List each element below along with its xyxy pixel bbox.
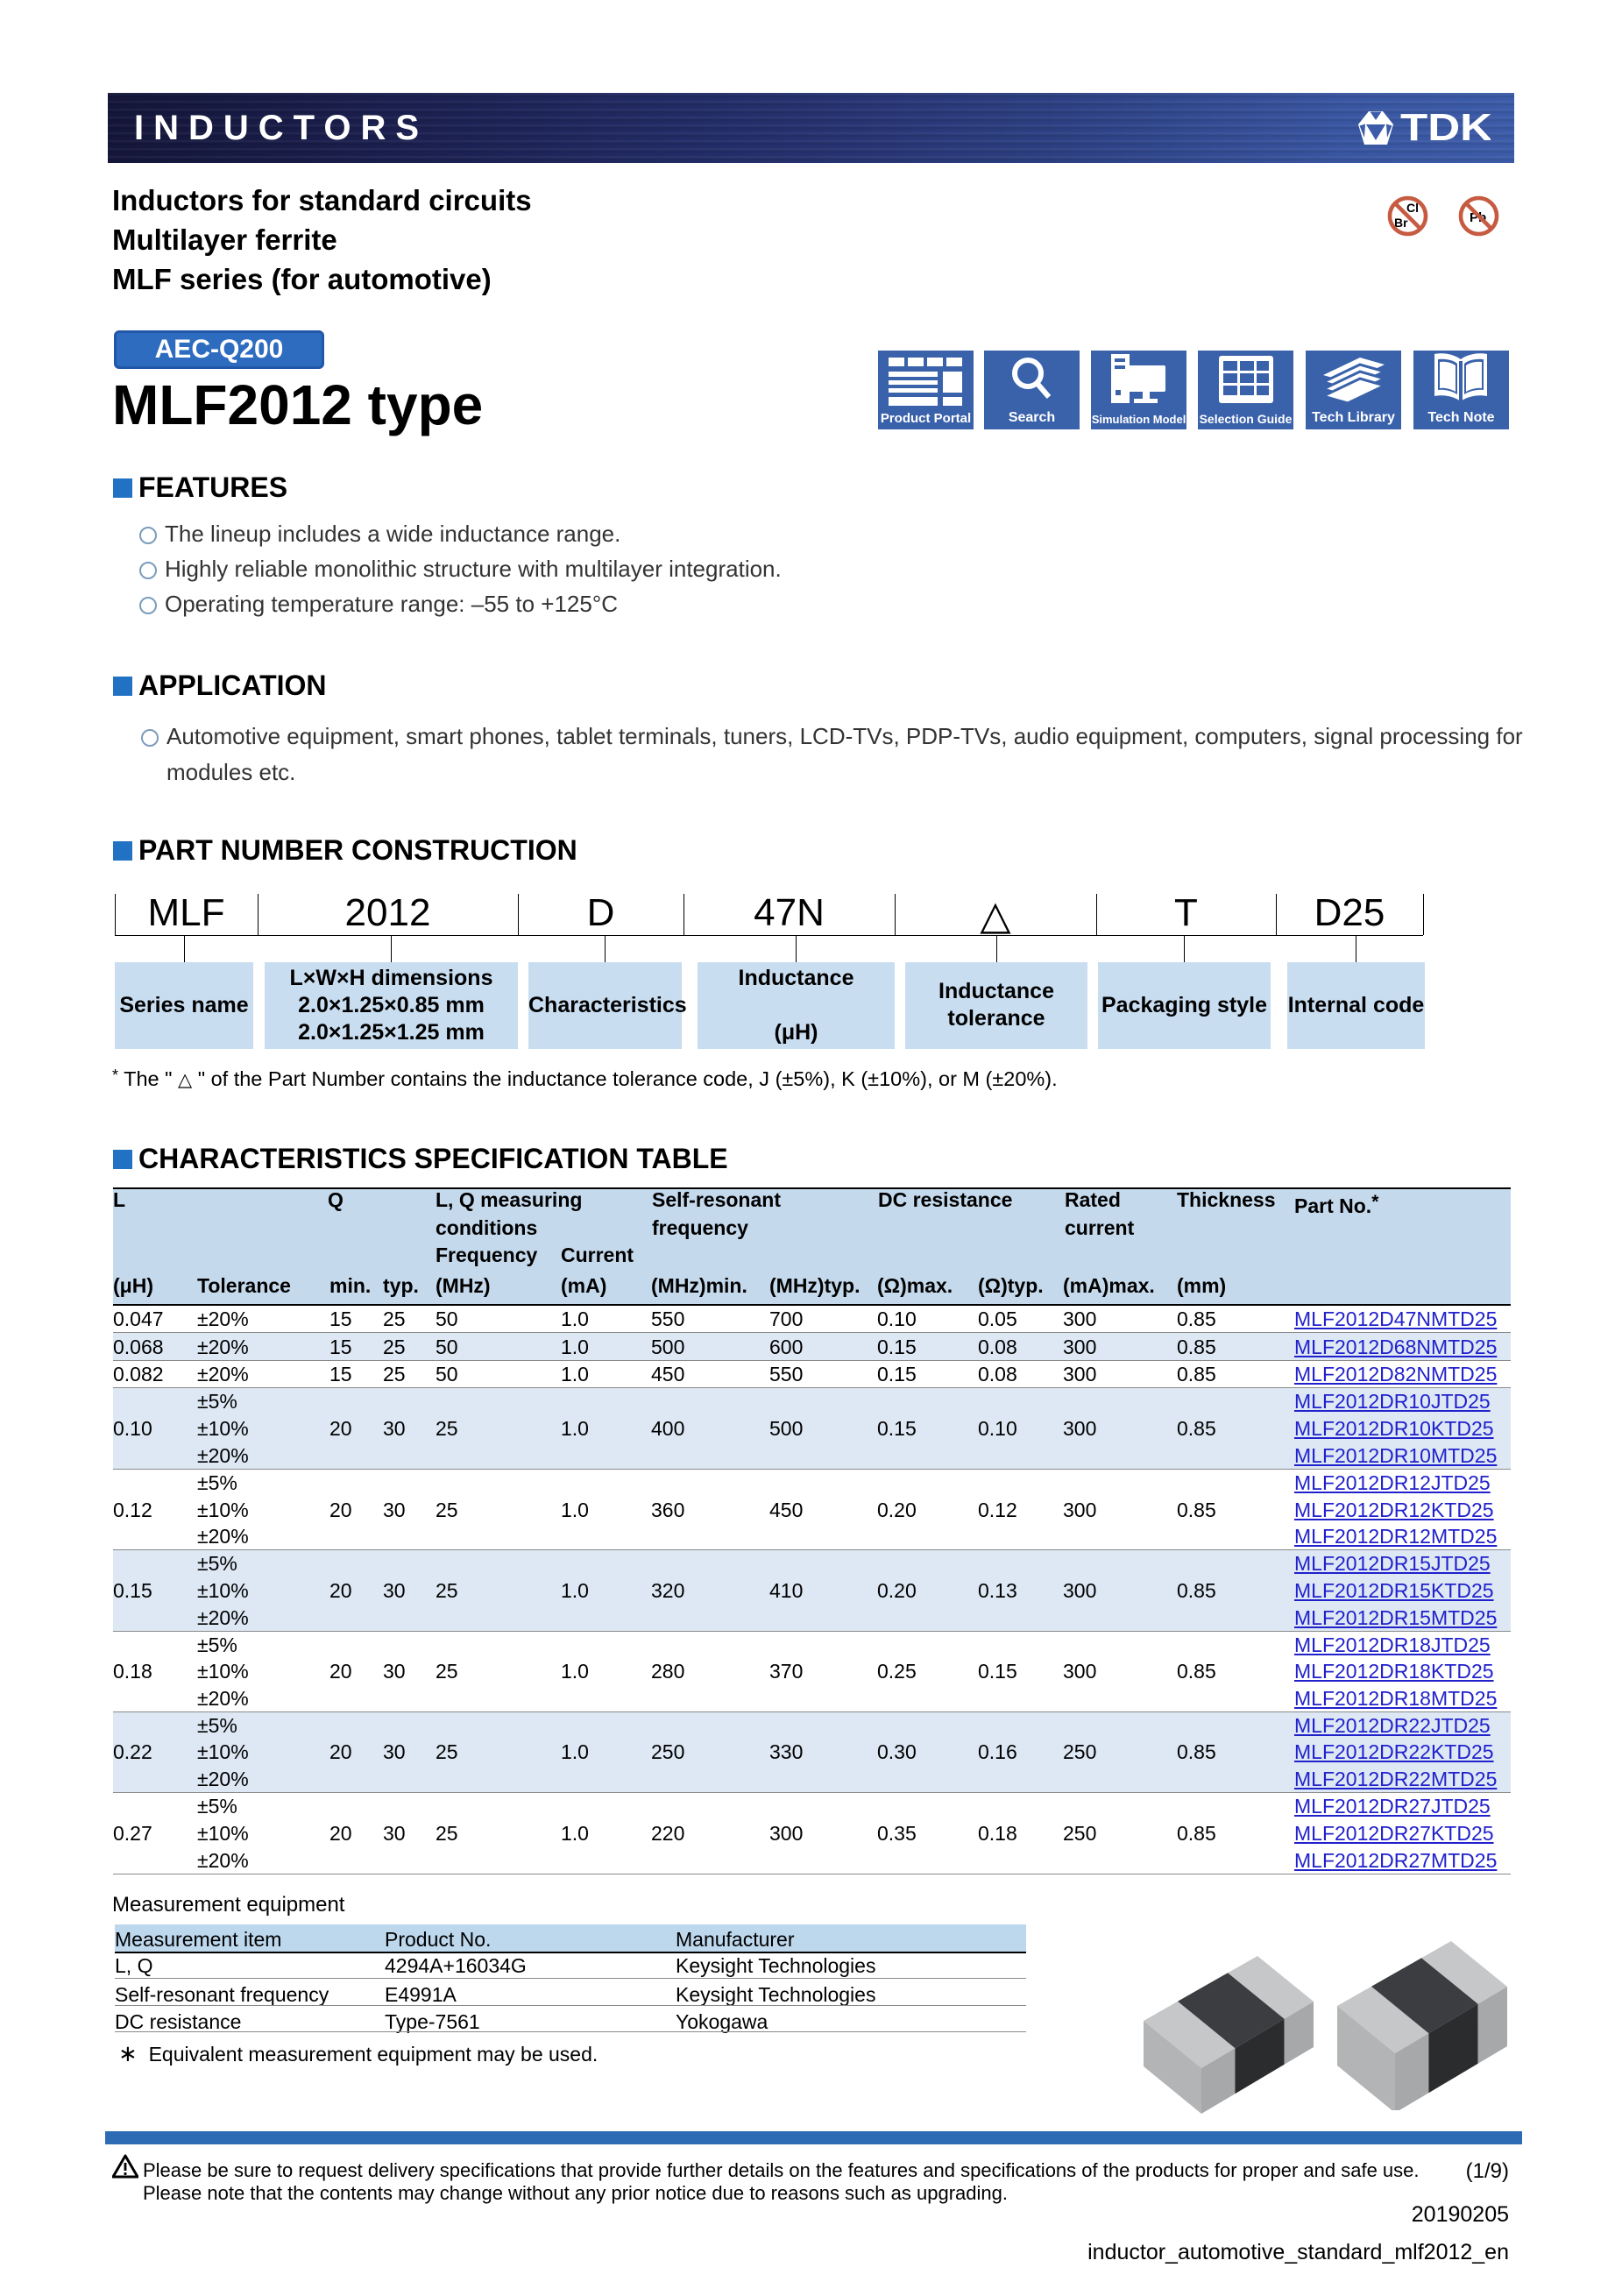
svg-text:Cl: Cl xyxy=(1406,201,1419,215)
svg-text:TDK: TDK xyxy=(1400,110,1491,145)
svg-text:Br: Br xyxy=(1394,216,1408,230)
